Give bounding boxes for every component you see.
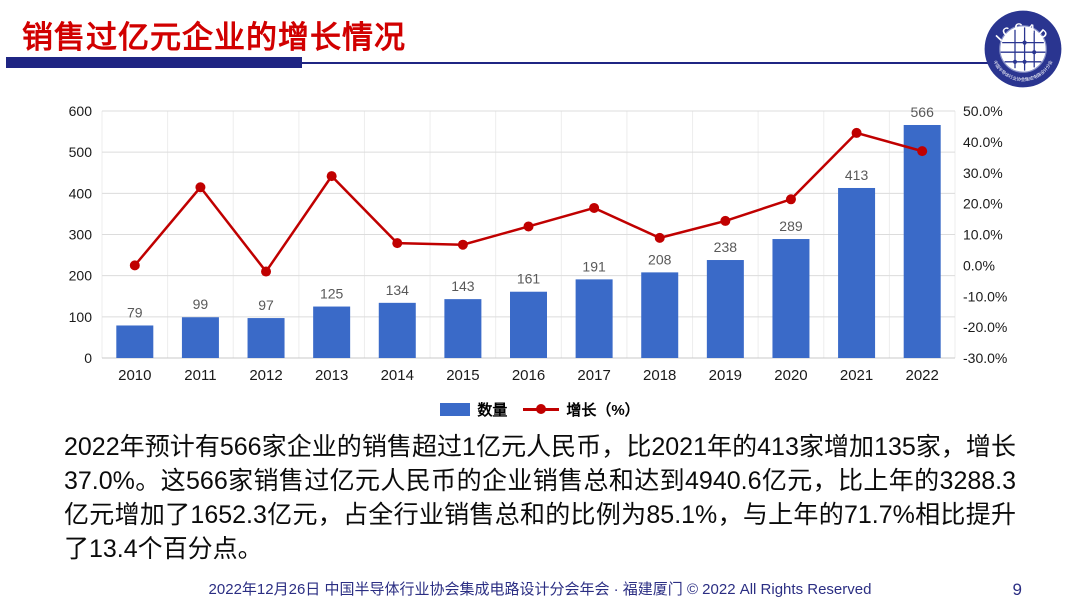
x-axis-label: 2021 xyxy=(840,367,873,384)
right-axis-tick: 40.0% xyxy=(963,134,1003,150)
legend-item-line: 增长（%） xyxy=(523,399,640,420)
bar xyxy=(575,279,613,358)
bar-value-label: 79 xyxy=(127,304,143,320)
bar-value-label: 161 xyxy=(517,271,541,287)
page-title: 销售过亿元企业的增长情况 xyxy=(22,20,406,55)
line-point xyxy=(917,146,928,157)
page-number: 9 xyxy=(1012,580,1022,599)
x-axis-label: 2010 xyxy=(118,367,151,384)
bar-swatch-icon xyxy=(440,402,471,416)
chart: 600 500 400 300 200 100 0 50.0% 40.0% 30.0% 20.0% 1… xyxy=(0,95,1080,395)
bar-value-label: 134 xyxy=(386,282,410,298)
summary-paragraph: 2022年预计有566家企业的销售超过1亿元人民币，比2021年的413家增加1… xyxy=(64,433,1016,563)
bar xyxy=(641,272,679,358)
x-axis-label: 2012 xyxy=(249,367,282,384)
right-axis-tick: -20.0% xyxy=(963,319,1007,335)
line-swatch-icon xyxy=(523,403,560,415)
title-underline-thin xyxy=(302,62,1046,64)
bar-value-label: 191 xyxy=(582,258,606,274)
left-axis-tick: 600 xyxy=(69,103,93,119)
right-axis-tick: 10.0% xyxy=(963,227,1003,243)
x-axis-label: 2019 xyxy=(709,367,742,384)
bar xyxy=(706,260,744,358)
x-axis-label: 2014 xyxy=(381,367,414,384)
bar xyxy=(247,318,285,358)
legend-item-bars: 数量 xyxy=(440,399,507,420)
chart-legend: 数量 增长（%） xyxy=(0,398,1080,420)
bar-value-label: 208 xyxy=(648,251,672,267)
line-point xyxy=(129,260,140,271)
x-axis-label: 2017 xyxy=(577,367,610,384)
bar xyxy=(772,239,810,358)
line-point xyxy=(392,238,403,249)
left-axis-tick: 100 xyxy=(69,309,93,325)
bar-value-label: 238 xyxy=(714,239,738,255)
line-point xyxy=(654,232,665,243)
right-axis-tick: 50.0% xyxy=(963,103,1003,119)
legend-label-quantity: 数量 xyxy=(477,401,508,419)
iccad-logo-icon: ICCAD 中国半导体行业协会集成电路设计分会 xyxy=(984,10,1062,88)
x-axis-label: 2022 xyxy=(906,367,939,384)
bar-value-label: 413 xyxy=(845,167,869,183)
bar xyxy=(444,299,482,358)
line-point xyxy=(195,182,206,193)
bar xyxy=(903,124,941,358)
right-axis-tick: 20.0% xyxy=(963,196,1003,212)
x-axis-label: 2015 xyxy=(446,367,479,384)
right-axis-tick: 0.0% xyxy=(963,257,995,273)
line-point xyxy=(326,171,337,182)
x-axis-label: 2020 xyxy=(774,367,807,384)
bar-value-label: 566 xyxy=(911,104,935,120)
left-axis-tick: 300 xyxy=(69,227,93,243)
right-axis-tick: 30.0% xyxy=(963,165,1003,181)
bar xyxy=(378,302,416,358)
x-axis-label: 2013 xyxy=(315,367,348,384)
x-axis-label: 2018 xyxy=(643,367,676,384)
bar-value-label: 289 xyxy=(779,218,803,234)
bar-value-label: 97 xyxy=(258,297,274,313)
footer-text: 2022年12月26日 中国半导体行业协会集成电路设计分会年会 · 福建厦门 ©… xyxy=(208,581,872,598)
title-underline-thick xyxy=(6,57,302,68)
bar-value-label: 143 xyxy=(451,278,475,294)
bar xyxy=(116,325,154,358)
left-axis-tick: 0 xyxy=(84,350,92,366)
bar-value-label: 99 xyxy=(193,296,209,312)
line-point xyxy=(523,221,534,232)
line-point xyxy=(589,202,600,213)
left-axis-tick: 400 xyxy=(69,185,93,201)
legend-label-growth: 增长（%） xyxy=(566,401,640,419)
combo-chart-svg: 600 500 400 300 200 100 0 50.0% 40.0% 30.0% 20.0% 1… xyxy=(69,103,1008,384)
right-axis-tick: -30.0% xyxy=(963,350,1007,366)
left-axis-tick: 500 xyxy=(69,144,93,160)
bar xyxy=(510,291,547,358)
line-point xyxy=(785,194,796,205)
bar xyxy=(838,187,876,358)
line-point xyxy=(261,266,272,277)
logo-grid-dots xyxy=(1012,40,1037,64)
bar xyxy=(313,306,351,358)
x-axis-label: 2011 xyxy=(184,367,216,384)
right-axis-tick: -10.0% xyxy=(963,288,1007,304)
bar-value-label: 125 xyxy=(320,286,344,302)
left-axis-tick: 200 xyxy=(69,268,93,284)
line-point xyxy=(720,215,731,226)
bar xyxy=(181,317,219,358)
line-point xyxy=(457,239,468,250)
x-axis-label: 2016 xyxy=(512,367,545,384)
line-point xyxy=(851,127,862,138)
